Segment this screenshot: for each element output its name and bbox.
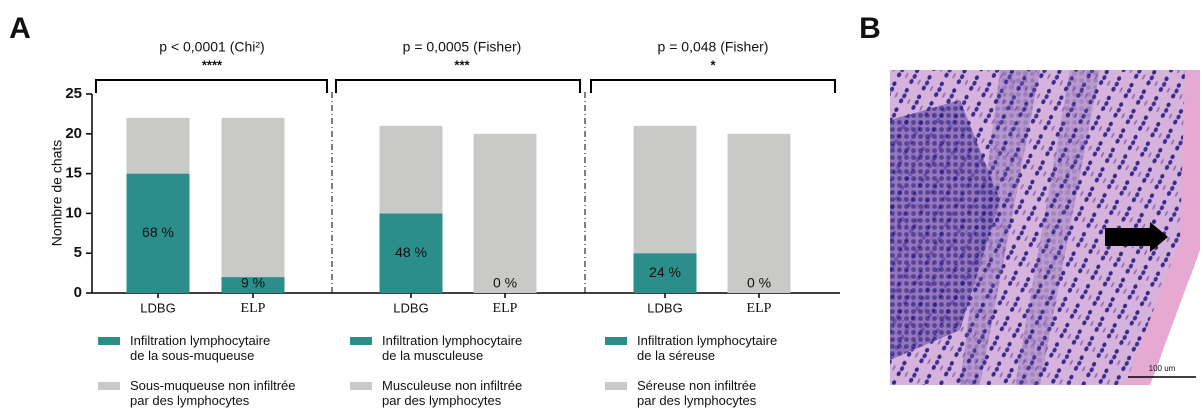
panel-label: B xyxy=(859,12,881,45)
x-tick-label: ELP xyxy=(241,301,266,316)
bar xyxy=(379,213,443,293)
significance: * xyxy=(710,57,716,72)
significance: **** xyxy=(202,57,223,72)
percent-label: 9 % xyxy=(241,275,265,291)
bar xyxy=(633,125,697,254)
percent-label: 24 % xyxy=(649,264,681,280)
legend-swatch xyxy=(350,382,372,390)
percent-label: 0 % xyxy=(493,275,517,291)
significance: *** xyxy=(454,57,470,72)
bar xyxy=(727,133,791,293)
bracket xyxy=(95,79,328,93)
y-tick-label: 15 xyxy=(65,165,82,182)
legend-swatch xyxy=(350,337,372,345)
bar xyxy=(126,117,190,174)
y-tick-label: 5 xyxy=(74,244,82,261)
percent-label: 68 % xyxy=(142,224,174,240)
legend-swatch xyxy=(98,337,120,345)
legend-swatch xyxy=(605,337,627,345)
bar xyxy=(633,253,697,293)
panel-label: A xyxy=(9,12,31,45)
y-tick-label: 20 xyxy=(65,125,82,142)
legend-swatch xyxy=(98,382,120,390)
y-tick-label: 10 xyxy=(65,204,82,221)
arrow xyxy=(1105,222,1168,252)
y-axis-label: Nombre de chats xyxy=(49,140,65,247)
bar xyxy=(221,117,285,278)
histology-image xyxy=(890,70,1200,385)
bracket xyxy=(335,79,581,93)
x-tick-label: LDBG xyxy=(647,300,682,315)
percent-label: 0 % xyxy=(747,275,771,291)
percent-label: 48 % xyxy=(395,244,427,260)
chart-title: p = 0,0005 (Fisher) xyxy=(403,39,522,55)
bar xyxy=(221,277,285,293)
legend-label: Sous-muqueuse non infiltrée par des lymp… xyxy=(130,378,296,408)
legend-label: Infiltration lymphocytaire de la séreuse xyxy=(637,333,778,363)
y-tick-label: 0 xyxy=(74,284,82,301)
bracket xyxy=(590,79,836,93)
y-tick-label: 25 xyxy=(65,85,82,102)
scale-bar-label: 100 um xyxy=(1149,364,1176,373)
x-tick-label: LDBG xyxy=(140,300,175,315)
chart-title: p = 0,048 (Fisher) xyxy=(658,39,769,55)
legend-swatch xyxy=(605,382,627,390)
x-tick-label: LDBG xyxy=(393,300,428,315)
legend-label: Musculeuse non infiltrée par des lymphoc… xyxy=(382,378,523,408)
x-tick-label: ELP xyxy=(493,301,518,316)
legend-label: Infiltration lymphocytaire de la muscule… xyxy=(382,333,523,363)
chart-title: p < 0,0001 (Chi²) xyxy=(159,39,264,55)
legend-label: Séreuse non infiltrée par des lymphocyte… xyxy=(637,378,757,408)
bar xyxy=(379,125,443,214)
bar xyxy=(473,133,537,293)
bar xyxy=(126,173,190,293)
x-tick-label: ELP xyxy=(747,301,772,316)
legend-label: Infiltration lymphocytaire de la sous-mu… xyxy=(130,333,271,363)
